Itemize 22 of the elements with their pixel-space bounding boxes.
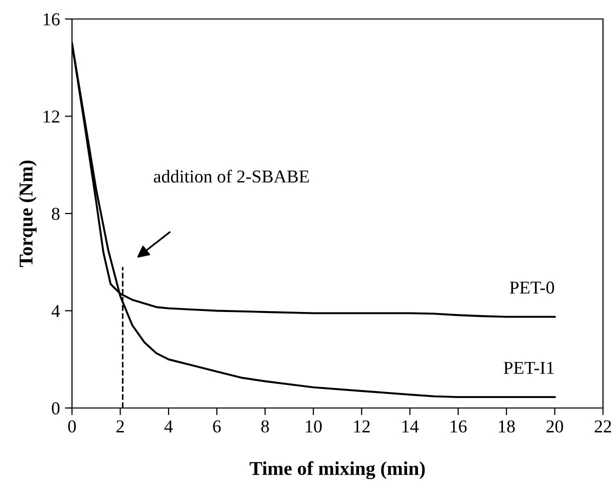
x-tick-label: 6 <box>213 420 221 433</box>
y-tick-label: 16 <box>44 13 60 26</box>
series-label: PET-0 <box>510 282 554 294</box>
annotation: addition of 2-SBABE <box>154 170 309 183</box>
x-tick-label: 14 <box>402 420 419 432</box>
x-tick-label: 10 <box>306 420 322 433</box>
x-axis-title: Time of mixing (min) <box>250 461 425 480</box>
y-tick-label: 12 <box>44 110 60 123</box>
series-label: PET-I1 <box>504 362 554 374</box>
y-tick-label: 4 <box>52 305 60 318</box>
x-tick-label: 2 <box>116 420 124 432</box>
y-tick-label: 8 <box>52 208 60 220</box>
x-tick-label: 0 <box>68 420 76 433</box>
x-tick-label: 22 <box>594 420 612 432</box>
x-tick-label: 16 <box>450 420 467 433</box>
x-tick-label: 8 <box>261 420 269 433</box>
x-tick-label: 20 <box>546 420 564 433</box>
x-tick-label: 12 <box>354 420 370 432</box>
y-axis-title: Torque (Nm) <box>18 160 37 267</box>
y-tick-label: 0 <box>52 402 60 414</box>
x-tick-label: 4 <box>164 420 173 432</box>
x-tick-label: 18 <box>499 420 515 433</box>
